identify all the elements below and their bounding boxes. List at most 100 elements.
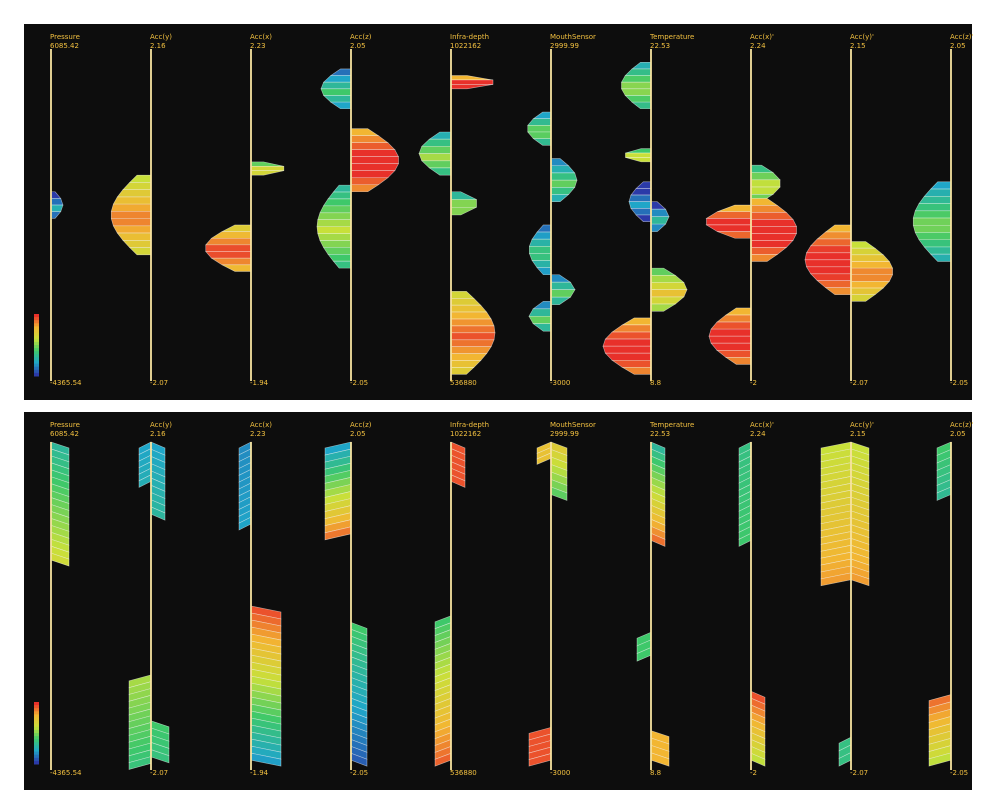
histogram-slice xyxy=(930,181,952,190)
histogram-slice xyxy=(50,191,62,199)
histogram-slice xyxy=(116,189,152,198)
axis-name-label: MouthSensor xyxy=(550,33,596,41)
histogram-slice xyxy=(923,188,952,197)
axis-name-label: MouthSensor xyxy=(550,421,596,429)
axis-max-label: 2.23 xyxy=(250,42,266,50)
axis-name-label: Acc(x) xyxy=(250,421,272,429)
axis-max-label: 2.16 xyxy=(150,42,166,50)
histogram-slice xyxy=(624,95,652,103)
histogram-slice xyxy=(317,233,352,241)
histogram-slice xyxy=(221,224,252,232)
histogram-slice xyxy=(611,324,652,333)
histogram-slice xyxy=(611,359,652,368)
histogram-slice xyxy=(529,246,552,254)
histogram-slice xyxy=(550,274,572,283)
axis-min-label: -2.05 xyxy=(950,769,969,777)
histogram-slice xyxy=(625,148,652,154)
axis-max-label: 2.24 xyxy=(750,42,766,50)
histogram-slice xyxy=(750,212,794,220)
histogram-slice xyxy=(122,240,152,248)
histogram-slice xyxy=(710,321,752,330)
histogram-slice xyxy=(804,259,852,268)
histogram-slice xyxy=(810,238,852,247)
histogram-slice xyxy=(316,219,352,227)
color-legend-swatch xyxy=(34,739,39,743)
histogram-slice xyxy=(717,231,752,239)
axis-header: Acc(y)' 2.15 xyxy=(850,33,920,51)
axis-max-label: 2999.99 xyxy=(550,430,579,438)
histogram-slice xyxy=(250,170,284,176)
color-legend-swatch xyxy=(34,711,39,715)
histogram-slice xyxy=(450,360,482,368)
color-legend-swatch xyxy=(34,332,39,337)
axis-group xyxy=(50,441,70,770)
axis-max-label: 6085.42 xyxy=(50,430,79,438)
axis-group xyxy=(50,49,64,381)
histogram-slice xyxy=(450,311,492,320)
histogram-slice xyxy=(912,224,952,233)
histogram-slice xyxy=(528,253,552,261)
axis-group xyxy=(205,49,285,381)
histogram-slice xyxy=(550,281,576,291)
histogram-slice xyxy=(327,253,352,262)
axis-max-label: 2.24 xyxy=(750,430,766,438)
axis-name-label: Infra-depth xyxy=(450,421,490,429)
histogram-slice xyxy=(850,274,894,282)
color-legend-swatch xyxy=(34,345,39,349)
histogram-slice xyxy=(450,191,477,200)
histogram-slice xyxy=(850,261,894,269)
histogram-slice xyxy=(810,273,852,282)
axis-header: Pressure 6085.42 xyxy=(50,33,120,51)
histogram-slice xyxy=(450,353,488,361)
histogram-slice xyxy=(850,241,876,249)
axis-name-label: Acc(z) xyxy=(350,421,372,429)
histogram-slice xyxy=(708,328,752,337)
axis-min-label: -1.94 xyxy=(250,379,269,387)
histogram-slice xyxy=(850,267,893,276)
axis-max-label: 1022162 xyxy=(450,430,482,438)
histogram-slice xyxy=(527,125,552,133)
histogram-slice xyxy=(327,191,352,200)
histogram-slice xyxy=(221,264,252,272)
color-legend-swatch xyxy=(34,326,39,330)
axis-name-label: Acc(z)' xyxy=(950,33,974,41)
axis-group xyxy=(602,49,688,381)
axis-max-label: 1022162 xyxy=(450,42,482,50)
histogram-slice xyxy=(602,345,652,354)
histogram-slice xyxy=(450,84,494,90)
color-legend-swatch xyxy=(34,357,39,361)
color-legend-swatch xyxy=(34,745,39,749)
axis-max-label: 2.05 xyxy=(950,42,966,50)
histogram-slice xyxy=(317,212,352,221)
histogram-slice xyxy=(750,233,798,241)
histogram-slice xyxy=(624,68,652,76)
axis-max-label: 2999.99 xyxy=(550,42,579,50)
histogram-slice xyxy=(824,287,852,295)
histogram-slice xyxy=(322,75,352,83)
histogram-slice xyxy=(532,301,552,310)
histogram-slice xyxy=(930,253,952,262)
histogram-slice xyxy=(620,75,652,83)
histogram-slice xyxy=(536,267,552,276)
axis-min-label: -2.05 xyxy=(350,379,369,387)
histogram-slice xyxy=(350,135,389,143)
histogram-slice xyxy=(536,224,552,233)
histogram-slice xyxy=(816,231,852,240)
histogram-slice xyxy=(350,177,389,186)
histogram-slice xyxy=(710,342,752,351)
histogram-slice xyxy=(717,204,752,212)
histogram-slice xyxy=(750,164,774,173)
histogram-slice xyxy=(322,95,352,103)
histogram-slice xyxy=(604,331,652,340)
histogram-slice xyxy=(319,205,352,214)
histogram-slice xyxy=(805,266,852,275)
axis-group xyxy=(434,441,466,770)
histogram-slice xyxy=(210,231,252,239)
histogram-slice xyxy=(350,170,396,179)
parallel-trend-plot xyxy=(34,441,952,770)
axis-min-label: 8.8 xyxy=(650,379,662,387)
histogram-slice xyxy=(650,216,670,225)
histogram-slice xyxy=(332,260,352,269)
color-legend-swatch xyxy=(34,705,39,709)
histogram-slice xyxy=(650,208,670,217)
